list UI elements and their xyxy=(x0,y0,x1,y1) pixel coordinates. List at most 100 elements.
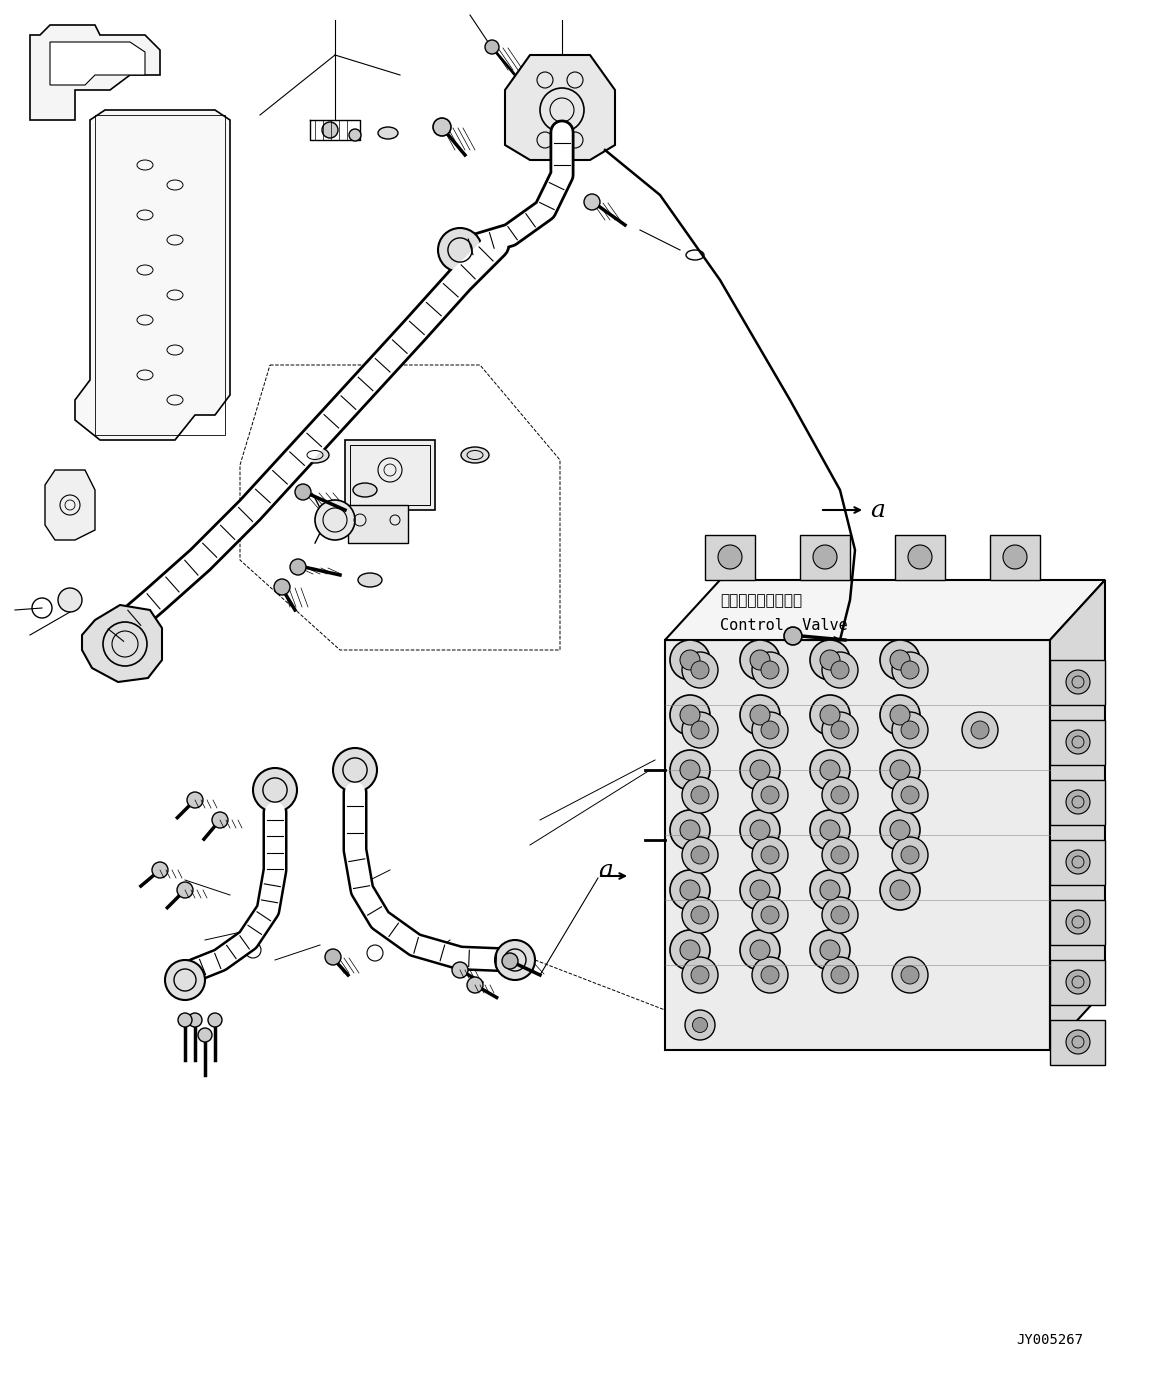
Circle shape xyxy=(962,712,998,748)
Circle shape xyxy=(718,544,742,569)
Circle shape xyxy=(832,661,849,679)
Bar xyxy=(1050,901,1105,945)
Circle shape xyxy=(349,129,361,142)
Circle shape xyxy=(1003,544,1027,569)
Bar xyxy=(1050,660,1105,705)
Ellipse shape xyxy=(301,447,329,463)
Circle shape xyxy=(682,957,718,993)
Circle shape xyxy=(880,639,920,681)
Circle shape xyxy=(892,712,928,748)
Circle shape xyxy=(822,712,858,748)
Circle shape xyxy=(682,652,718,688)
Bar xyxy=(1050,780,1105,825)
Bar xyxy=(896,535,946,580)
Circle shape xyxy=(750,820,770,840)
Circle shape xyxy=(820,941,840,960)
Circle shape xyxy=(682,777,718,813)
Bar xyxy=(1050,720,1105,764)
Circle shape xyxy=(187,792,204,808)
Circle shape xyxy=(670,639,709,681)
Circle shape xyxy=(971,720,989,738)
Circle shape xyxy=(670,694,709,736)
Polygon shape xyxy=(665,639,1050,1050)
Circle shape xyxy=(692,1018,707,1033)
Circle shape xyxy=(333,748,377,792)
Circle shape xyxy=(740,694,780,736)
Circle shape xyxy=(750,705,770,725)
Circle shape xyxy=(908,544,932,569)
Circle shape xyxy=(832,967,849,984)
Circle shape xyxy=(761,967,779,984)
Circle shape xyxy=(901,786,919,804)
Circle shape xyxy=(820,760,840,780)
Circle shape xyxy=(761,906,779,924)
Text: JY005267: JY005267 xyxy=(1016,1332,1084,1348)
Circle shape xyxy=(315,500,355,540)
Circle shape xyxy=(832,906,849,924)
Circle shape xyxy=(691,846,709,864)
Circle shape xyxy=(880,810,920,850)
Circle shape xyxy=(1066,969,1090,994)
Circle shape xyxy=(832,786,849,804)
Circle shape xyxy=(682,712,718,748)
Polygon shape xyxy=(1050,580,1105,1050)
Circle shape xyxy=(670,749,709,791)
Circle shape xyxy=(740,870,780,910)
Circle shape xyxy=(761,786,779,804)
Circle shape xyxy=(485,40,499,54)
Circle shape xyxy=(198,1028,212,1042)
Circle shape xyxy=(685,1011,715,1040)
Circle shape xyxy=(680,760,700,780)
Circle shape xyxy=(832,720,849,738)
Circle shape xyxy=(901,967,919,984)
Circle shape xyxy=(809,810,850,850)
Circle shape xyxy=(691,661,709,679)
Circle shape xyxy=(752,837,789,873)
Circle shape xyxy=(165,960,205,1000)
Circle shape xyxy=(212,813,228,828)
Circle shape xyxy=(740,639,780,681)
Circle shape xyxy=(809,749,850,791)
Text: Control  Valve: Control Valve xyxy=(720,617,848,632)
Circle shape xyxy=(752,896,789,934)
Circle shape xyxy=(680,820,700,840)
Bar xyxy=(1050,960,1105,1005)
Ellipse shape xyxy=(461,447,488,463)
Circle shape xyxy=(290,560,306,575)
Circle shape xyxy=(892,777,928,813)
Circle shape xyxy=(901,661,919,679)
Polygon shape xyxy=(83,605,162,682)
Circle shape xyxy=(691,906,709,924)
Circle shape xyxy=(1066,1030,1090,1055)
Circle shape xyxy=(890,760,909,780)
Polygon shape xyxy=(665,580,1105,639)
Circle shape xyxy=(670,810,709,850)
Circle shape xyxy=(682,837,718,873)
Circle shape xyxy=(691,786,709,804)
Circle shape xyxy=(584,194,600,210)
Circle shape xyxy=(680,880,700,901)
Polygon shape xyxy=(30,25,160,120)
Circle shape xyxy=(1066,730,1090,754)
Polygon shape xyxy=(74,110,230,440)
Circle shape xyxy=(682,896,718,934)
Circle shape xyxy=(274,579,290,595)
Circle shape xyxy=(813,544,837,569)
Circle shape xyxy=(890,650,909,670)
Circle shape xyxy=(1066,670,1090,694)
Bar xyxy=(95,116,224,434)
Circle shape xyxy=(740,930,780,969)
Circle shape xyxy=(495,941,535,980)
Circle shape xyxy=(809,870,850,910)
Bar xyxy=(348,505,408,543)
Circle shape xyxy=(809,694,850,736)
Circle shape xyxy=(761,720,779,738)
Circle shape xyxy=(1066,910,1090,934)
Circle shape xyxy=(452,962,468,978)
Circle shape xyxy=(740,749,780,791)
Circle shape xyxy=(254,769,297,813)
Circle shape xyxy=(822,957,858,993)
Circle shape xyxy=(892,837,928,873)
Polygon shape xyxy=(505,55,615,160)
Circle shape xyxy=(680,650,700,670)
